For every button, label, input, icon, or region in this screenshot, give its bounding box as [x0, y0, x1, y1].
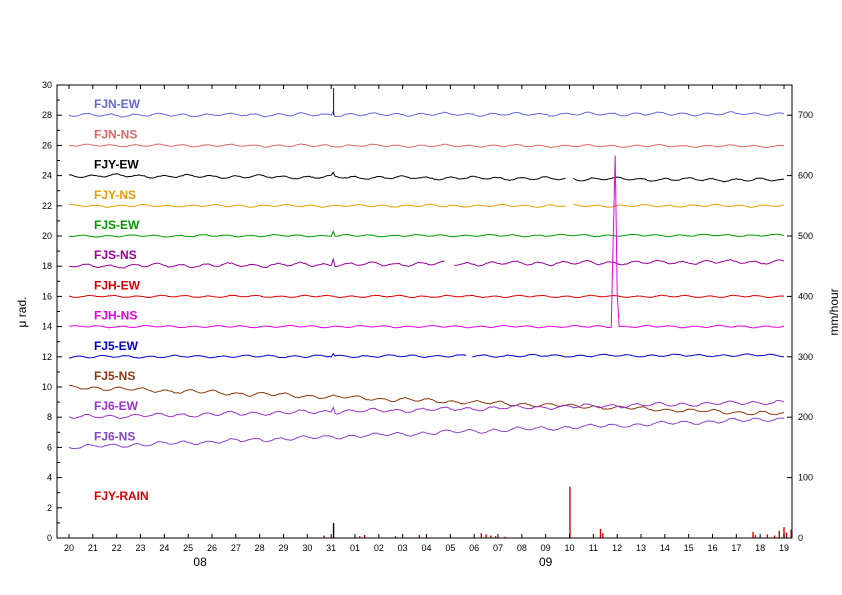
rain-label: FJY-RAIN [94, 489, 149, 503]
y-tick-label: 26 [42, 140, 52, 150]
y-tick-label: 24 [42, 171, 52, 181]
x-tick-label: 01 [350, 543, 360, 553]
y-tick-label: 16 [42, 291, 52, 301]
y2-tick-label: 400 [798, 291, 813, 301]
x-month-label: 09 [539, 555, 553, 569]
y2-tick-label: 300 [798, 352, 813, 362]
series-line [68, 203, 785, 208]
x-tick-label: 09 [541, 543, 551, 553]
y-tick-label: 6 [47, 442, 52, 452]
series-label: FJ5-NS [94, 369, 135, 383]
y-tick-label: 18 [42, 261, 52, 271]
y-tick-label: 2 [47, 503, 52, 513]
x-tick-label: 18 [755, 543, 765, 553]
x-tick-label: 05 [445, 543, 455, 553]
x-tick-label: 29 [278, 543, 288, 553]
x-tick-label: 07 [493, 543, 503, 553]
y-tick-label: 22 [42, 201, 52, 211]
y-axis-title: μ rad. [15, 297, 29, 328]
x-tick-label: 31 [326, 543, 336, 553]
x-tick-label: 13 [636, 543, 646, 553]
series-label: FJ6-NS [94, 429, 135, 443]
axes-layer: 0246810121416182022242628300100200300400… [42, 80, 813, 569]
series-line [68, 257, 785, 269]
series-label: FJN-EW [94, 97, 141, 111]
series-line [68, 294, 785, 299]
series-line [68, 155, 785, 329]
y-tick-label: 12 [42, 352, 52, 362]
series-line [68, 110, 785, 118]
y2-axis-title: mm/hour [827, 288, 841, 335]
x-tick-label: 23 [135, 543, 145, 553]
y2-tick-label: 0 [798, 533, 803, 543]
x-tick-label: 26 [207, 543, 217, 553]
y2-tick-label: 100 [798, 473, 813, 483]
x-tick-label: 11 [589, 543, 598, 553]
series-label: FJN-NS [94, 127, 137, 141]
series-label: FJH-EW [94, 278, 141, 292]
x-tick-label: 25 [183, 543, 193, 553]
x-tick-label: 08 [517, 543, 527, 553]
x-tick-label: 14 [660, 543, 670, 553]
series-line [69, 229, 785, 238]
x-tick-label: 28 [255, 543, 265, 553]
x-tick-label: 12 [612, 543, 622, 553]
x-tick-label: 19 [779, 543, 789, 553]
x-tick-label: 04 [421, 543, 431, 553]
y-tick-label: 14 [42, 322, 52, 332]
series-label: FJY-NS [94, 188, 136, 202]
series-label: FJ5-EW [94, 339, 139, 353]
x-tick-label: 02 [374, 543, 384, 553]
x-tick-label: 16 [707, 543, 717, 553]
y-tick-label: 10 [42, 382, 52, 392]
series-label: FJY-EW [94, 158, 139, 172]
series-line [68, 384, 785, 416]
y2-tick-label: 500 [798, 231, 813, 241]
series-line [68, 143, 785, 149]
series-line [68, 352, 785, 359]
y-tick-label: 4 [47, 473, 52, 483]
x-tick-label: 17 [731, 543, 741, 553]
series-label: FJS-NS [94, 248, 137, 262]
x-tick-label: 27 [231, 543, 241, 553]
series-label: FJ6-EW [94, 399, 139, 413]
series-label: FJH-NS [94, 309, 137, 323]
x-tick-label: 20 [64, 543, 74, 553]
y2-tick-label: 700 [798, 110, 813, 120]
x-tick-label: 21 [88, 543, 98, 553]
series-line [68, 399, 785, 420]
y2-tick-label: 600 [798, 171, 813, 181]
series-line [68, 417, 785, 449]
y-tick-label: 8 [47, 412, 52, 422]
x-tick-label: 03 [398, 543, 408, 553]
x-tick-label: 22 [112, 543, 122, 553]
plot-series-layer [68, 88, 785, 449]
y-tick-label: 30 [42, 80, 52, 90]
series-line [68, 171, 785, 183]
x-month-label: 08 [193, 555, 207, 569]
x-tick-label: 15 [684, 543, 694, 553]
y-tick-label: 28 [42, 110, 52, 120]
x-tick-label: 24 [159, 543, 169, 553]
x-tick-label: 06 [469, 543, 479, 553]
y-tick-label: 0 [47, 533, 52, 543]
series-label-layer: FJN-EW FJN-NS FJY-EW FJY-NS FJS-EW FJS-NS FJH-… [94, 97, 149, 503]
y-tick-label: 20 [42, 231, 52, 241]
x-tick-label: 30 [302, 543, 312, 553]
series-label: FJS-EW [94, 218, 140, 232]
y2-tick-label: 200 [798, 412, 813, 422]
rain-bar-layer [323, 486, 792, 538]
x-tick-label: 10 [564, 543, 574, 553]
